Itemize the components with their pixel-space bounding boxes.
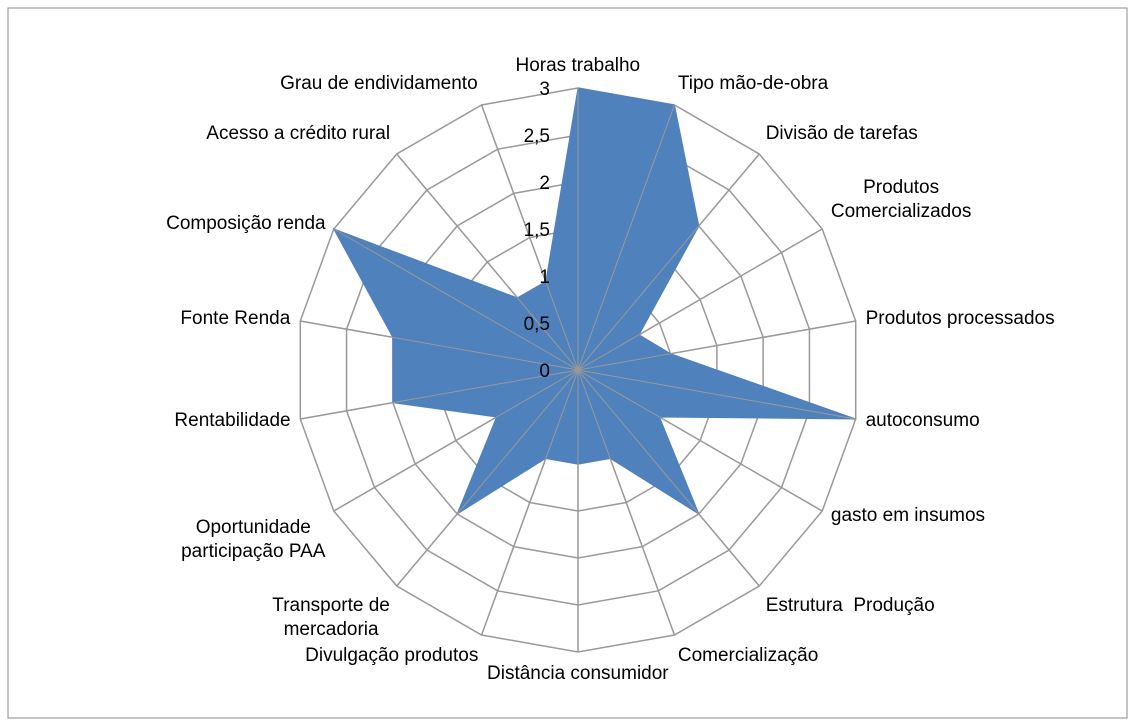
r-tick-label: 0 [539, 361, 550, 382]
spoke-over [577, 153, 760, 371]
spoke-over [577, 369, 675, 636]
category-label: Horas trabalho [515, 55, 641, 76]
r-tick-label: 2 [539, 173, 550, 194]
category-label: Rentabilidade [174, 409, 291, 431]
category-label: Estrutura Produção [765, 594, 935, 616]
r-tick-label: 1 [539, 267, 550, 288]
category-label: Distância consumidor [487, 663, 669, 684]
r-tick-label: 2,5 [524, 126, 550, 147]
spoke-over [577, 369, 760, 587]
category-label: Comercialização [677, 645, 819, 667]
category-label: Tipo mão-de-obra [677, 72, 829, 94]
spoke-over [577, 320, 856, 371]
category-label: autoconsumo [865, 409, 980, 431]
category-label: Transporte de mercadoria [272, 594, 390, 640]
category-label: Oportunidade participação PAA [181, 517, 326, 562]
category-label: Composição renda [166, 213, 326, 234]
category-label: Produtos processados [865, 308, 1055, 330]
spoke-over [481, 369, 579, 636]
category-label: Fonte Renda [180, 308, 291, 330]
spoke-over [333, 369, 579, 512]
category-label: Acesso a crédito rural [206, 123, 391, 145]
spoke-over [300, 369, 579, 420]
spoke-over [577, 369, 823, 512]
category-label: gasto em insumos [830, 505, 986, 526]
r-tick-label: 0,5 [524, 314, 550, 335]
spoke-over [577, 228, 823, 371]
spoke-over [333, 228, 579, 371]
spoke-over [300, 320, 579, 371]
r-tick-label: 3 [539, 79, 550, 100]
category-label: Produtos Comercializados [830, 177, 972, 222]
r-tick-label: 1,5 [524, 220, 550, 241]
category-label: Divulgação produtos [305, 645, 479, 667]
spoke-over [396, 369, 579, 587]
category-label: Divisão de tarefas [765, 123, 918, 145]
spoke-over [396, 153, 579, 371]
spoke-over [577, 104, 675, 371]
spoke-over [481, 104, 579, 371]
spoke-over [577, 369, 856, 420]
category-label: Grau de endividamento [280, 72, 478, 94]
